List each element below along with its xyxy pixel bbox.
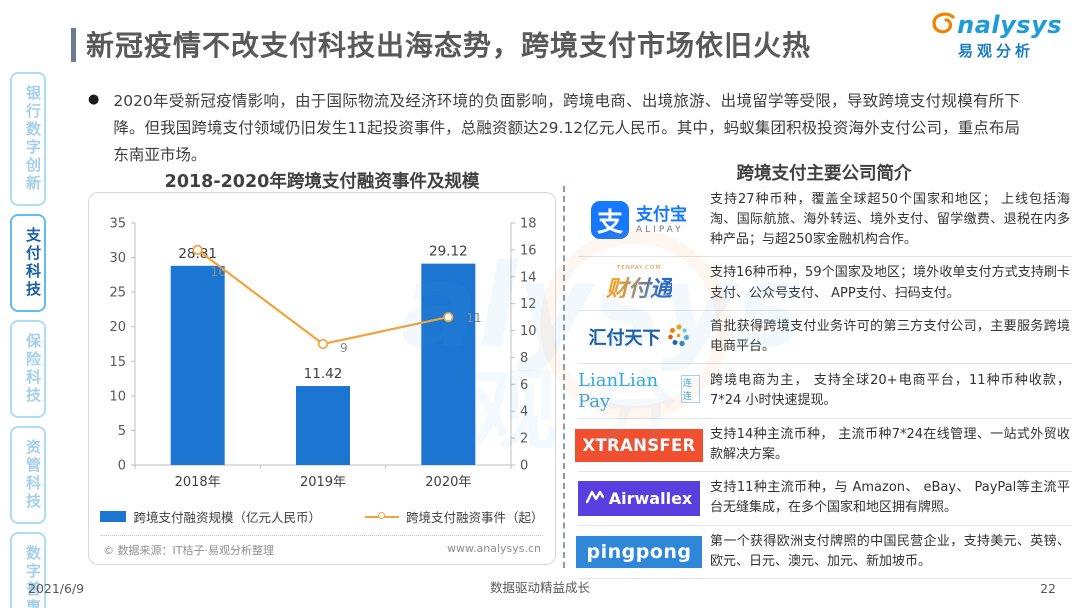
svg-text:9: 9 bbox=[340, 341, 348, 355]
huifu-logo: 汇付天下 bbox=[578, 323, 700, 351]
column-divider bbox=[563, 186, 565, 568]
company-desc: 跨境电商为主， 支持全球20+电商平台，11种币种收款，7*24 小时快速提现。 bbox=[710, 372, 1070, 408]
svg-text:29.12: 29.12 bbox=[429, 244, 468, 260]
chart-panel: 0 5 10 15 20 25 30 35 0 2 4 6 8 10 12 14 16 18 2018年 2019年 2… bbox=[88, 192, 556, 565]
svg-text:2020年: 2020年 bbox=[425, 475, 471, 490]
xtransfer-logo: XTRANSFER bbox=[575, 428, 703, 462]
data-source: © 数据来源：IT桔子·易观分析整理 bbox=[103, 544, 274, 557]
company-desc: 首批获得跨境支付业务许可的第三方支付公司，主要服务跨境电商平台。 bbox=[710, 318, 1070, 354]
sidebar-item-payment-tech[interactable]: 支付科技 bbox=[10, 214, 46, 312]
svg-text:6: 6 bbox=[520, 378, 528, 393]
svg-text:35: 35 bbox=[109, 217, 126, 232]
alipay-logo: 支 支付宝 ALIPAY bbox=[578, 201, 700, 240]
svg-text:0: 0 bbox=[520, 459, 528, 474]
svg-text:10: 10 bbox=[109, 389, 126, 404]
legend-item-line: 跨境支付融资事件（起） bbox=[365, 507, 544, 526]
sidebar: 银行数字创新 支付科技 保险科技 资管科技 数字普惠 bbox=[7, 72, 49, 608]
svg-text:18: 18 bbox=[520, 217, 537, 232]
sidebar-item-bank-digital[interactable]: 银行数字创新 bbox=[10, 72, 46, 206]
svg-text:4: 4 bbox=[520, 405, 528, 420]
company-desc: 支持11种主流币种，与 Amazon、 eBay、 PayPal等主流平台无缝集… bbox=[710, 480, 1070, 516]
company-desc: 第一个获得欧洲支付牌照的中国民营企业，支持美元、英镑、欧元、日元、澳元、加元、新… bbox=[710, 533, 1070, 569]
legend-bar-label: 跨境支付融资规模（亿元人民币） bbox=[133, 510, 321, 525]
alipay-icon: 支 bbox=[591, 201, 629, 240]
svg-text:5: 5 bbox=[118, 424, 126, 439]
svg-text:20: 20 bbox=[109, 320, 126, 335]
panel-divider bbox=[101, 535, 543, 536]
lianlian-sub: 连连 bbox=[680, 374, 700, 403]
svg-text:2019年: 2019年 bbox=[300, 475, 346, 490]
company-row-pingpong: pingpong 第一个获得欧洲支付牌照的中国民营企业，支持美元、英镑、欧元、日… bbox=[576, 526, 1072, 579]
page-number: 22 bbox=[1040, 581, 1056, 596]
svg-text:12: 12 bbox=[520, 297, 537, 312]
legend-line-label: 跨境支付融资事件（起） bbox=[406, 510, 544, 525]
bullet-icon: ● bbox=[88, 92, 100, 107]
company-row-huifu: 汇付天下 首批获得跨境支付业务许可的第三方支付公司，主要服务跨境电商平台。 bbox=[578, 311, 1072, 364]
brand-name-cn: 易观分析 bbox=[958, 42, 1035, 60]
analysys-logo: nalysys 易观分析 bbox=[930, 10, 1062, 61]
company-desc: 支持27种币种，覆盖全球超50个国家和地区； 上线包括海淘、国际航旅、海外转运、… bbox=[710, 192, 1070, 248]
huifu-name: 汇付天下 bbox=[588, 327, 661, 349]
chart-legend: 跨境支付融资规模（亿元人民币） 跨境支付融资事件（起） bbox=[89, 507, 555, 526]
funding-chart: 0 5 10 15 20 25 30 35 0 2 4 6 8 10 12 14 16 18 2018年 2019年 2… bbox=[109, 217, 537, 491]
footer-slogan: 数据驱动精益成长 bbox=[489, 580, 590, 595]
company-row-alipay: 支 支付宝 ALIPAY 支持27种币种，覆盖全球超50个国家和地区； 上线包括… bbox=[578, 184, 1072, 258]
svg-text:25: 25 bbox=[109, 286, 126, 301]
legend-item-bar: 跨境支付融资规模（亿元人民币） bbox=[100, 507, 321, 526]
svg-text:11: 11 bbox=[466, 311, 481, 325]
tenpay-sub: TENPAY.COM bbox=[616, 264, 662, 271]
alipay-sub: ALIPAY bbox=[636, 224, 684, 235]
sidebar-item-digital-inclusion[interactable]: 数字普惠 bbox=[10, 532, 46, 608]
company-row-lianlian: LianLian Pay 连连 跨境电商为主， 支持全球20+电商平台，11种币… bbox=[578, 364, 1072, 419]
svg-text:2018年: 2018年 bbox=[175, 475, 221, 490]
pingpong-name: pingpong bbox=[576, 535, 702, 568]
svg-text:0: 0 bbox=[118, 459, 126, 474]
line-marker-icon bbox=[365, 512, 399, 519]
company-row-airwallex: Airwallex 支持11种主流币种，与 Amazon、 eBay、 PayP… bbox=[577, 472, 1072, 526]
footer-date: 2021/6/9 bbox=[28, 581, 85, 596]
company-row-xtransfer: XTRANSFER 支持14种主流币种， 主流币种7*24在线管理、一站式外贸收… bbox=[575, 419, 1072, 473]
company-desc: 支持14种主流币种， 主流币种7*24在线管理、一站式外贸收款解决方案。 bbox=[710, 426, 1070, 463]
svg-text:30: 30 bbox=[109, 251, 126, 266]
svg-text:15: 15 bbox=[109, 355, 126, 370]
svg-text:16: 16 bbox=[520, 243, 537, 258]
svg-text:10: 10 bbox=[520, 324, 537, 339]
company-row-tenpay: TENPAY.COM 财付通 支持16种币种，59个国家及地区；境外收单支付方式… bbox=[578, 257, 1072, 311]
company-desc: 支持16种币种，59个国家及地区；境外收单支付方式支持刷卡支付、公众号支付、 A… bbox=[710, 265, 1070, 301]
lianlian-name: LianLian Pay bbox=[578, 369, 659, 412]
chart-title: 2018-2020年跨境支付融资事件及规模 bbox=[164, 172, 480, 192]
tenpay-logo: TENPAY.COM 财付通 bbox=[578, 265, 700, 303]
svg-text:14: 14 bbox=[520, 270, 537, 285]
svg-text:8: 8 bbox=[520, 351, 528, 366]
page-title: 新冠疫情不改支付科技出海态势，跨境支付市场依旧火热 bbox=[86, 29, 812, 62]
intro-text: 2020年受新冠疫情影响，由于国际物流及经济环境的负面影响，跨境电商、出境旅游、… bbox=[113, 92, 1020, 165]
bar-swatch-icon bbox=[100, 511, 127, 522]
svg-text:2: 2 bbox=[520, 432, 528, 447]
companies-list: 支 支付宝 ALIPAY 支持27种币种，覆盖全球超50个国家和地区； 上线包括… bbox=[575, 184, 1072, 579]
analysys-swirl-icon bbox=[930, 10, 956, 40]
sidebar-item-insurtech[interactable]: 保险科技 bbox=[10, 320, 46, 418]
alipay-name: 支付宝 bbox=[636, 204, 687, 225]
tenpay-name: 财付通 bbox=[606, 271, 672, 303]
website-link[interactable]: www.analysys.cn bbox=[447, 542, 541, 555]
brand-name: nalysys bbox=[957, 11, 1062, 39]
sidebar-item-asset-mgmt[interactable]: 资管科技 bbox=[10, 426, 46, 524]
airwallex-icon bbox=[585, 489, 604, 508]
airwallex-logo: Airwallex bbox=[577, 480, 701, 516]
svg-text:11.42: 11.42 bbox=[304, 366, 343, 382]
huifu-swirl-icon bbox=[666, 323, 690, 351]
lianlian-logo: LianLian Pay 连连 bbox=[578, 370, 700, 412]
airwallex-name: Airwallex bbox=[608, 488, 693, 508]
xtransfer-name: XTRANSFER bbox=[575, 428, 703, 462]
svg-text:16: 16 bbox=[211, 265, 226, 279]
intro-bullet: ● 2020年受新冠疫情影响，由于国际物流及经济环境的负面影响，跨境电商、出境旅… bbox=[88, 88, 1020, 169]
pingpong-logo: pingpong bbox=[576, 535, 702, 568]
companies-title: 跨境支付主要公司简介 bbox=[736, 164, 912, 184]
title-accent-bar bbox=[71, 28, 76, 62]
